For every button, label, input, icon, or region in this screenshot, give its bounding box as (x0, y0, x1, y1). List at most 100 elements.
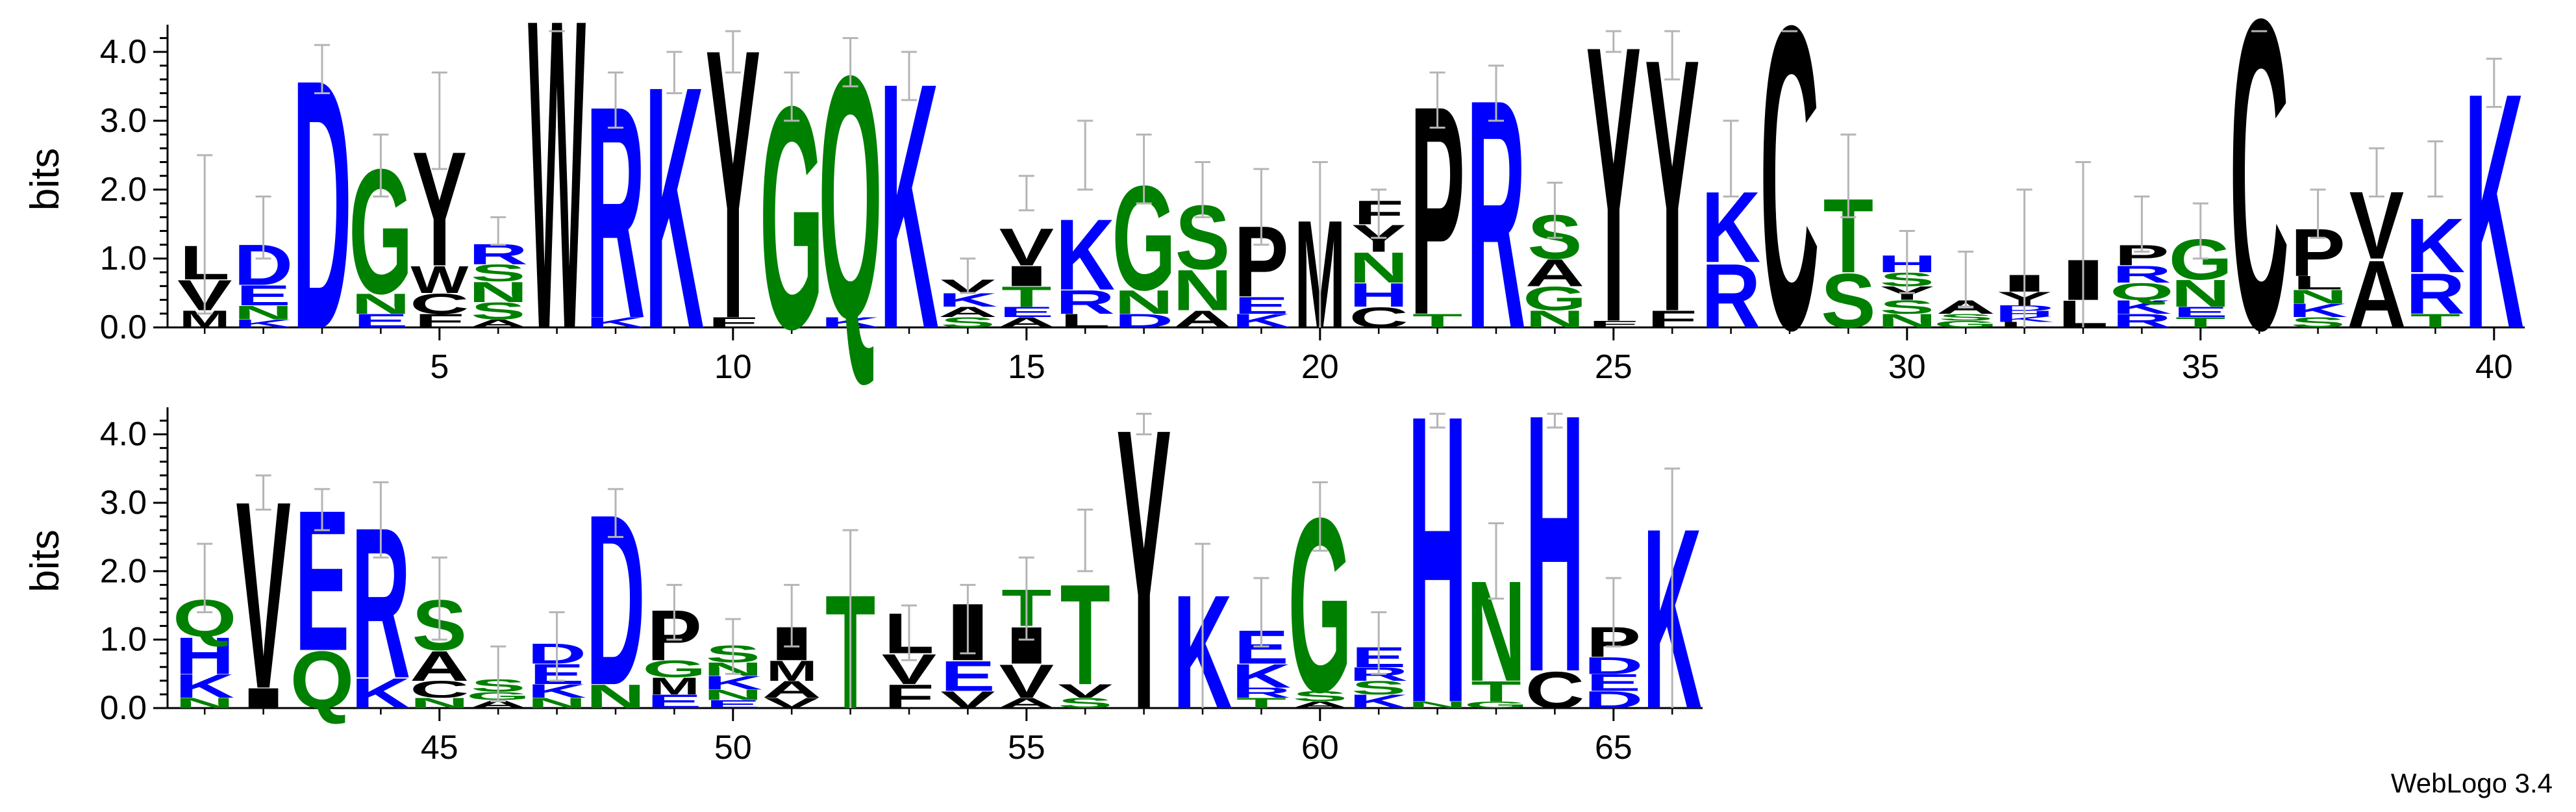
logo-letter: F (884, 678, 934, 715)
logo-letter: S (1821, 258, 1875, 344)
logo-letter: T (1001, 281, 1051, 313)
logo-letter: E (1586, 670, 1641, 696)
y-tick-label-row2: 3.0 (100, 484, 147, 522)
x-tick-label: 35 (2182, 348, 2220, 386)
y-tick-label-row1: 1.0 (100, 240, 147, 277)
logo-letter: N (1525, 306, 1584, 333)
x-tick-label: 55 (1008, 729, 1045, 767)
logo-letter: S (471, 260, 525, 286)
logo-letter: I (235, 682, 292, 714)
logo-letter: F (1647, 306, 1697, 333)
x-tick-label: 30 (1888, 348, 1926, 386)
logo-letter: R (1701, 246, 1760, 348)
x-tick-label: 60 (1301, 729, 1339, 767)
logo-letter: H (175, 626, 234, 685)
logo-letter: D (1114, 311, 1173, 332)
logo-letter: A (1290, 700, 1349, 710)
logo-letter: A (938, 304, 997, 320)
logo-letter: E (236, 279, 290, 312)
logo-letter: A (2347, 241, 2406, 349)
logo-letter: N (351, 288, 410, 320)
logo-letter: F (1588, 319, 1638, 330)
logo-letter: R (2112, 261, 2171, 288)
x-tick-label: 45 (421, 729, 458, 767)
logo-letter: K (175, 668, 234, 705)
logo-letter: D (1584, 687, 1643, 713)
logo-letter: A (468, 317, 527, 330)
logo-letter: R (1056, 283, 1115, 321)
x-tick-label: 20 (1301, 348, 1339, 386)
logo-letter: S (1938, 312, 1993, 323)
logo-letter: A (997, 695, 1056, 711)
x-tick-label: 25 (1595, 348, 1632, 386)
logo-letter: N (703, 687, 762, 704)
logo-letter: K (703, 672, 762, 694)
y-axis-title-row2: bits (23, 529, 68, 592)
logo-letter: T (1471, 676, 1521, 707)
weblogo-credit: WebLogo 3.4 (2390, 768, 2553, 798)
logo-letter: A (1525, 251, 1584, 294)
logo-letter: E (2173, 304, 2228, 320)
y-tick-label-row1: 2.0 (100, 171, 147, 209)
logo-letter: K (1232, 311, 1291, 332)
y-tick-label-row2: 2.0 (100, 552, 147, 590)
logo-letter: S (2290, 314, 2345, 331)
logo-letter: N (175, 695, 234, 711)
logo-letter: Q (2110, 278, 2173, 305)
logo-letter: A (410, 642, 469, 690)
logo-letter: G (1934, 319, 1997, 330)
logo-letter: K (2288, 300, 2347, 322)
logo-letter: N (2171, 272, 2230, 315)
logo-letter: S (940, 314, 995, 331)
logo-letter: C (410, 676, 469, 703)
logo-letter: V (999, 654, 1054, 707)
logo-letter: N (586, 678, 645, 715)
logo-letter: V (999, 218, 1054, 277)
logo-letter: W (528, 0, 586, 422)
logo-letter: N (1114, 283, 1173, 321)
logo-letter: K (234, 317, 293, 330)
logo-letter: Y (1116, 344, 1171, 793)
logo-letter: K (2406, 203, 2465, 288)
logo-letter: K (2112, 296, 2171, 318)
logo-letter: K (351, 670, 410, 717)
logo-letter: T (2410, 311, 2460, 332)
logo-letter: C (410, 288, 469, 320)
y-tick-label-row1: 4.0 (100, 33, 147, 71)
logo-letter: N (1408, 700, 1467, 710)
logo-letter: M (649, 673, 699, 700)
x-tick-label: 5 (430, 348, 449, 386)
logo-letter: V (1058, 681, 1112, 702)
x-tick-label: 65 (1595, 729, 1632, 767)
logo-letter: R (2406, 262, 2465, 326)
y-tick-label-row1: 0.0 (100, 309, 147, 346)
logo-letter: E (999, 304, 1054, 320)
logo-letter: R (2112, 311, 2171, 332)
logo-letter: N (1173, 259, 1232, 323)
logo-letter: G (642, 655, 706, 682)
logo-letter: V (764, 695, 819, 711)
logo-letter: N (527, 695, 586, 711)
logo-letter: A (1173, 306, 1232, 333)
logo-letter: F (414, 311, 464, 332)
logo-letter: R (1232, 685, 1291, 702)
logo-letter: A (997, 314, 1056, 331)
logo-letter: L (2293, 272, 2343, 294)
logo-letter: I (998, 260, 1055, 292)
logo-letter: G (1523, 280, 1586, 318)
logo-letter: D (1584, 652, 1643, 679)
logo-letter: K (821, 314, 880, 331)
logo-letter: H (1349, 277, 1408, 314)
logo-letter: C (2230, 0, 2289, 422)
logo-letter: E (1234, 292, 1288, 318)
logo-letter: M (766, 655, 818, 687)
logo-letter: K (1232, 658, 1291, 695)
logo-letter: C (1760, 0, 1819, 420)
logo-letter: E (940, 653, 995, 700)
logo-letter: A (469, 698, 528, 711)
logo-letter: S (1880, 296, 1934, 318)
logo-letter: N (2288, 286, 2347, 307)
y-tick-label-row1: 3.0 (100, 102, 147, 140)
logo-letter: E (647, 691, 701, 713)
logo-letter: T (1412, 311, 1462, 332)
